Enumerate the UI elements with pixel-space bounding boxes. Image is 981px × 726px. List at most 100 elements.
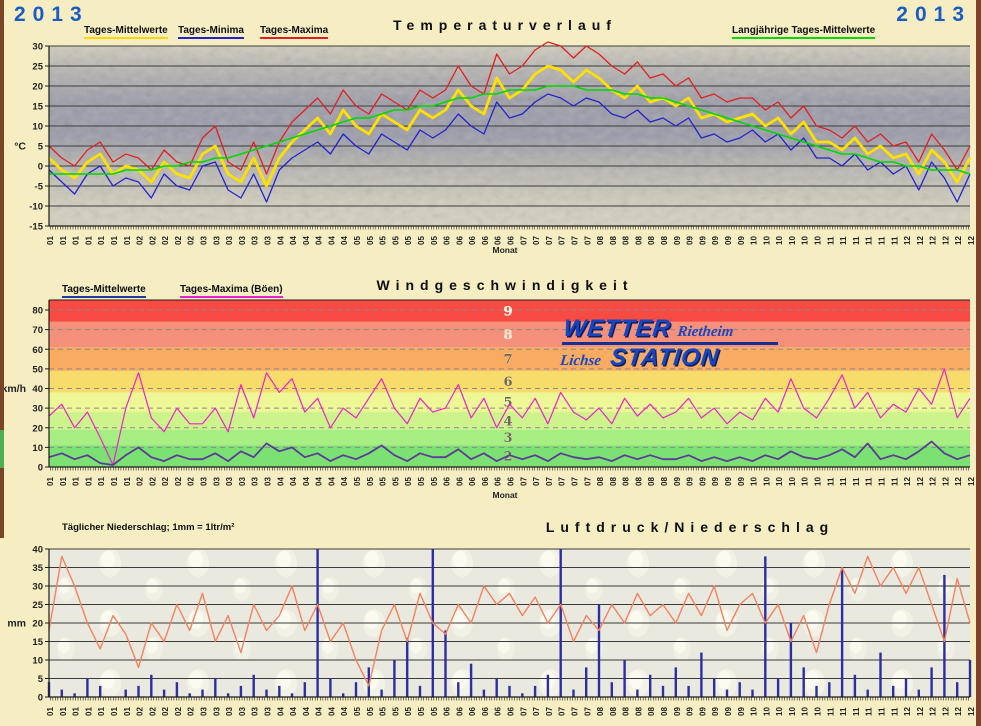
svg-text:03: 03 (200, 707, 209, 716)
legend-wind-max: Tages-Maxima (Böen) (180, 284, 283, 298)
legend-temp-max: Tages-Maxima (260, 25, 329, 39)
svg-text:06: 06 (468, 236, 477, 245)
svg-text:06: 06 (468, 477, 477, 486)
svg-text:11: 11 (852, 477, 861, 486)
svg-text:12: 12 (903, 236, 912, 245)
right-frame-edge (976, 0, 981, 726)
svg-text:07: 07 (532, 236, 541, 245)
svg-text:10: 10 (32, 656, 43, 667)
svg-text:05: 05 (366, 707, 375, 716)
svg-text:07: 07 (570, 707, 579, 716)
svg-text:10: 10 (32, 122, 43, 133)
svg-text:09: 09 (686, 477, 695, 486)
svg-text:06: 06 (455, 236, 464, 245)
svg-text:02: 02 (161, 707, 170, 716)
svg-text:09: 09 (711, 707, 720, 716)
svg-text:°C: °C (14, 141, 26, 153)
year-left: 2013 (14, 3, 89, 26)
legend-temp-min: Tages-Minima (178, 25, 244, 39)
svg-text:04: 04 (276, 477, 285, 486)
svg-text:05: 05 (366, 477, 375, 486)
svg-text:04: 04 (327, 707, 336, 716)
svg-text:12: 12 (967, 477, 976, 486)
svg-text:mm: mm (7, 618, 26, 630)
svg-text:07: 07 (519, 236, 528, 245)
svg-text:07: 07 (532, 477, 541, 486)
svg-text:02: 02 (174, 477, 183, 486)
svg-text:09: 09 (686, 236, 695, 245)
svg-text:10: 10 (788, 236, 797, 245)
svg-text:30: 30 (32, 404, 43, 415)
svg-text:02: 02 (161, 236, 170, 245)
svg-text:11: 11 (839, 477, 848, 486)
svg-text:09: 09 (686, 707, 695, 716)
svg-text:11: 11 (839, 236, 848, 245)
svg-text:-10: -10 (29, 202, 43, 213)
legend-wind-mean: Tages-Mittelwerte (62, 284, 146, 298)
svg-text:12: 12 (954, 236, 963, 245)
svg-text:07: 07 (558, 477, 567, 486)
svg-text:09: 09 (673, 236, 682, 245)
svg-text:12: 12 (916, 236, 925, 245)
logo-station-text: STATION (608, 344, 721, 371)
svg-text:01: 01 (84, 477, 93, 486)
svg-text:06: 06 (481, 707, 490, 716)
svg-text:35: 35 (32, 563, 43, 574)
svg-text:30: 30 (32, 42, 43, 53)
svg-text:12: 12 (954, 477, 963, 486)
svg-text:11: 11 (865, 236, 874, 245)
svg-text:07: 07 (545, 236, 554, 245)
svg-text:09: 09 (698, 707, 707, 716)
svg-text:05: 05 (379, 477, 388, 486)
svg-text:11: 11 (877, 236, 886, 245)
temp-plot-texture (49, 46, 970, 226)
svg-text:70: 70 (32, 325, 43, 336)
svg-text:05: 05 (430, 477, 439, 486)
year-right: 2013 (896, 3, 971, 26)
svg-text:03: 03 (263, 707, 272, 716)
svg-text:10: 10 (775, 707, 784, 716)
station-logo: WETTER Rietheim Lichse STATION (559, 315, 781, 371)
svg-text:60: 60 (32, 345, 43, 356)
svg-text:06: 06 (443, 707, 452, 716)
svg-text:05: 05 (430, 707, 439, 716)
x-axis: 01 01 01 01 01 01 01 02 02 02 02 02 03 03 03 03 03 03 04 04… (46, 466, 976, 500)
left-frame-edge (0, 0, 4, 538)
svg-text:11: 11 (890, 236, 899, 245)
svg-text:04: 04 (340, 477, 349, 486)
svg-text:06: 06 (481, 236, 490, 245)
svg-text:02: 02 (187, 236, 196, 245)
svg-text:25: 25 (32, 600, 43, 611)
svg-text:02: 02 (136, 707, 145, 716)
svg-text:10: 10 (814, 707, 823, 716)
svg-text:-5: -5 (35, 182, 44, 193)
svg-text:08: 08 (647, 236, 656, 245)
svg-text:04: 04 (327, 236, 336, 245)
svg-text:11: 11 (865, 707, 874, 716)
svg-text:3: 3 (503, 431, 512, 446)
svg-text:04: 04 (340, 236, 349, 245)
svg-text:10: 10 (750, 707, 759, 716)
svg-text:01: 01 (123, 477, 132, 486)
svg-text:04: 04 (276, 236, 285, 245)
svg-text:7: 7 (503, 353, 512, 368)
svg-text:03: 03 (225, 477, 234, 486)
svg-text:12: 12 (916, 477, 925, 486)
legend-temp-mean: Tages-Mittelwerte (84, 25, 168, 39)
svg-text:12: 12 (929, 236, 938, 245)
svg-text:05: 05 (391, 236, 400, 245)
svg-text:11: 11 (865, 477, 874, 486)
svg-text:01: 01 (72, 236, 81, 245)
svg-text:12: 12 (916, 707, 925, 716)
svg-text:12: 12 (929, 477, 938, 486)
y-axis: 0 5 10 15 20 25 30 35 40 mm (7, 545, 50, 704)
svg-text:11: 11 (826, 236, 835, 245)
svg-text:08: 08 (647, 477, 656, 486)
svg-text:05: 05 (417, 236, 426, 245)
pressure-precip-chart-title: Luftdruck/Niederschlag (545, 519, 835, 535)
svg-text:08: 08 (609, 236, 618, 245)
wind-gridlines (49, 309, 970, 448)
svg-text:08: 08 (660, 236, 669, 245)
svg-text:8: 8 (503, 328, 512, 343)
left-frame-accent (0, 430, 4, 468)
